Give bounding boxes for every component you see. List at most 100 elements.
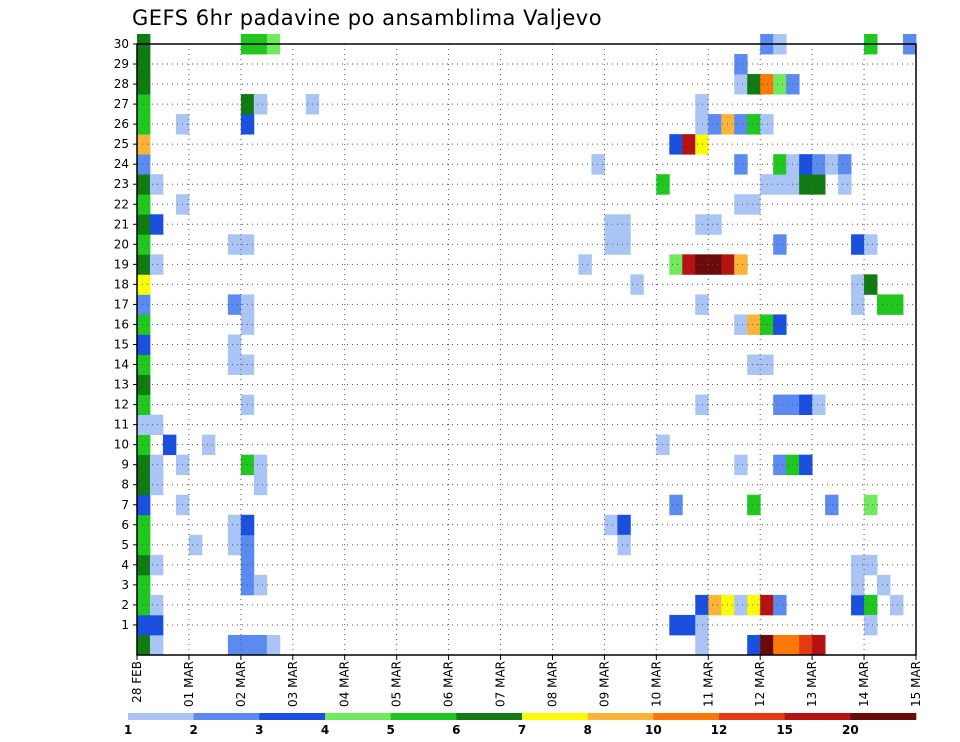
y-tick-label: 2 [121, 598, 129, 612]
y-tick-label: 23 [114, 177, 129, 191]
plot-frame [136, 43, 917, 656]
heatmap-cell [227, 334, 242, 355]
heatmap-cell [877, 574, 891, 596]
y-tick-label: 6 [121, 518, 129, 532]
heatmap-cell [137, 494, 151, 516]
heatmap-cell [747, 114, 761, 135]
y-axis: 1234567891011121314151617181920212223242… [114, 37, 137, 632]
heatmap-cell [227, 354, 242, 375]
heatmap-cell [773, 394, 787, 415]
heatmap-cell [773, 454, 787, 476]
heatmap-cell [747, 594, 761, 616]
heatmap-cell [799, 174, 813, 195]
heatmap-cell [760, 114, 774, 135]
y-tick-label: 7 [121, 498, 129, 512]
heatmap-cell [864, 614, 878, 636]
y-tick-label: 11 [114, 418, 129, 432]
heatmap-cell [708, 594, 722, 616]
colorbar-swatch [850, 713, 917, 720]
chart-title: GEFS 6hr padavine po ansamblima Valjevo [132, 6, 603, 30]
heatmap-cell [669, 494, 683, 516]
cells-layer [137, 33, 917, 656]
y-tick-label: 22 [114, 197, 129, 211]
heatmap-cell [149, 414, 164, 436]
heatmap-cell [812, 174, 826, 195]
y-tick-label: 10 [114, 438, 129, 452]
heatmap-cell [682, 254, 696, 275]
heatmap-cell [747, 74, 761, 95]
heatmap-cell [240, 634, 255, 656]
heatmap-cell [149, 634, 164, 656]
heatmap-cell [578, 254, 592, 275]
heatmap-cell [149, 554, 164, 576]
heatmap-cell [773, 74, 787, 95]
y-tick-label: 4 [121, 558, 129, 572]
heatmap-cell [864, 554, 878, 576]
heatmap-cell [682, 134, 696, 155]
y-tick-label: 29 [114, 57, 129, 71]
heatmap-cell [773, 154, 787, 175]
colorbar-swatch [259, 713, 326, 720]
heatmap-cell [747, 494, 761, 516]
y-tick-label: 1 [121, 618, 129, 632]
heatmap-cell [227, 514, 242, 536]
heatmap-cell [137, 54, 151, 75]
heatmap-cell [137, 274, 151, 295]
y-tick-label: 14 [114, 358, 129, 372]
heatmap-cell [137, 614, 151, 636]
y-tick-label: 25 [114, 137, 129, 151]
x-axis: 28 FEB 01 MAR 02 MAR 03 MAR 04 MAR 05 MAR 06 M… [130, 655, 923, 707]
colorbar-label: 1 [124, 723, 132, 737]
heatmap-cell [227, 234, 242, 255]
heatmap-cell [137, 394, 151, 415]
colorbar-swatch [653, 713, 720, 720]
heatmap-cell [799, 394, 813, 415]
colorbar-swatch [719, 713, 785, 720]
colorbar-label: 5 [386, 723, 394, 737]
heatmap-cell [877, 294, 891, 315]
heatmap-cell [734, 254, 748, 275]
x-tick-label: 01 MAR [182, 661, 196, 707]
heatmap-cell [864, 594, 878, 616]
heatmap-cell [137, 414, 151, 436]
y-tick-label: 18 [114, 277, 129, 291]
x-tick-label: 04 MAR [338, 661, 352, 707]
heatmap-cell [786, 634, 800, 656]
heatmap-cell [149, 214, 164, 235]
heatmap-cell [760, 634, 774, 656]
heatmap-cell [253, 574, 268, 596]
heatmap-cell [137, 474, 151, 496]
x-tick-label: 08 MAR [545, 661, 559, 707]
heatmap-cell [838, 174, 852, 195]
heatmap-cell [708, 114, 722, 135]
heatmap-cell [591, 154, 605, 175]
heatmap-cell [188, 534, 203, 556]
heatmap-cell [695, 134, 709, 155]
heatmap-cell [734, 314, 748, 335]
heatmap-cell [864, 274, 878, 295]
colorbar-swatch [522, 713, 588, 720]
colorbar-label: 10 [645, 723, 662, 737]
heatmap-cell [137, 434, 151, 456]
heatmap-cell [708, 214, 722, 235]
heatmap-cell [604, 234, 618, 255]
heatmap-cell [812, 634, 826, 656]
heatmap-cell [695, 254, 709, 275]
heatmap-cell [137, 134, 151, 155]
heatmap-cell [695, 114, 709, 135]
heatmap-cell [864, 234, 878, 255]
colorbar-label: 20 [842, 723, 859, 737]
colorbar-swatch [784, 713, 851, 720]
heatmap-cell [137, 194, 151, 215]
heatmap-cell [137, 154, 151, 175]
heatmap-cell [137, 574, 151, 596]
y-tick-label: 24 [114, 157, 129, 171]
heatmap-cell [747, 194, 761, 215]
heatmap-cell [227, 534, 242, 556]
y-tick-label: 30 [114, 37, 129, 51]
heatmap-cell [253, 454, 268, 476]
heatmap-cell [137, 374, 151, 395]
y-tick-label: 16 [114, 317, 129, 331]
heatmap-cell [695, 294, 709, 315]
